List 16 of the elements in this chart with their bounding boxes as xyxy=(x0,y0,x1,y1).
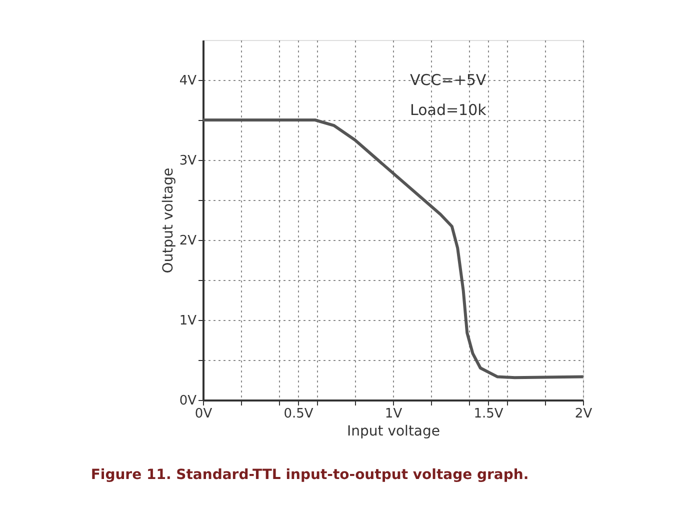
y-tick-label: 4V xyxy=(179,74,197,88)
caption: Figure 11. Standard-TTL input-to-output voltage graph. xyxy=(90,467,529,483)
x-tick-label: 0V xyxy=(194,406,212,422)
x-tick-label: 1V xyxy=(384,406,402,422)
y-tick-label: 2V xyxy=(179,234,197,248)
y-tick-label: 3V xyxy=(179,154,197,168)
line-series xyxy=(202,118,584,380)
x-axis-title: Input voltage xyxy=(346,424,440,440)
annotation: Load=10k xyxy=(410,101,487,119)
annotation: VCC=+5V xyxy=(410,71,487,89)
y-axis-title: Output voltage xyxy=(160,168,176,274)
y-tick-label: 0V xyxy=(179,394,197,408)
x-tick-label: 2V xyxy=(574,406,592,422)
x-tick-label: 0.5V xyxy=(284,406,314,422)
y-tick-label: 1V xyxy=(179,314,197,328)
x-tick-label: 1.5V xyxy=(474,406,504,422)
